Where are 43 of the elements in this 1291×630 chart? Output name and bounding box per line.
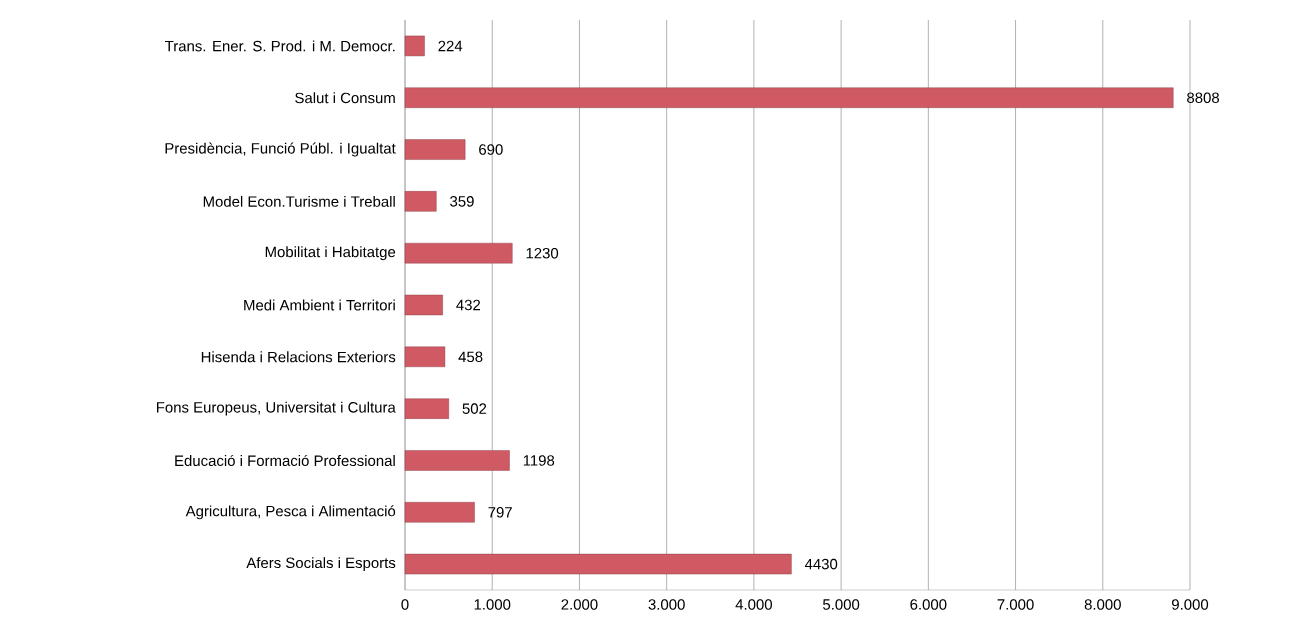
x-tick-label: 4.000: [735, 599, 772, 610]
bar: [404, 346, 446, 368]
y-tick-label: Model Econ.Turisme i Treball: [203, 195, 395, 207]
x-tick-label: 1.000: [474, 599, 511, 610]
x-tick-label: 7.000: [997, 599, 1034, 610]
data-label: 4430: [804, 558, 838, 570]
data-label: 8808: [1187, 92, 1220, 104]
data-label: 1198: [523, 455, 555, 466]
data-label: 797: [488, 506, 512, 518]
y-tick-label: Afers Socials i Esports: [246, 557, 396, 572]
data-label: 224: [438, 40, 463, 52]
x-tick-label: 5.000: [823, 599, 860, 610]
x-tick-label: 8.000: [1084, 599, 1121, 610]
x-tick-label: 9.000: [1172, 599, 1209, 610]
bar: [404, 139, 466, 160]
x-tick-label: 2.000: [561, 599, 598, 610]
bar: [404, 553, 792, 575]
y-tick-label: Agricultura, Pesca i Alimentació: [185, 505, 396, 520]
x-tick-label: 3.000: [648, 599, 685, 610]
bar: [404, 502, 475, 523]
data-label: 432: [456, 299, 481, 311]
bar: [404, 242, 513, 264]
y-tick-label: Mobilitat i Habitatge: [265, 246, 396, 261]
data-label: 502: [462, 403, 487, 414]
y-tick-label: Educació i Formació Professional: [175, 454, 395, 467]
data-label: 1230: [526, 247, 559, 259]
data-label: 458: [458, 351, 483, 363]
bar: [404, 87, 1174, 108]
y-tick-label: Hisenda i Relacions Exteriors: [201, 351, 396, 363]
bar: [404, 450, 510, 471]
y-tick-label: Presidència, Funció Públ. i Igualtat: [165, 142, 396, 157]
bar: [404, 35, 425, 57]
bar: [404, 191, 437, 212]
data-label: 359: [450, 196, 474, 207]
y-tick-label: Salut i Consum: [295, 92, 395, 104]
y-tick-label: Fons Europeus, Universitat i Cultura: [156, 401, 396, 416]
x-tick-label: 6.000: [910, 599, 947, 610]
y-tick-label: Medi Ambient i Territori: [244, 299, 395, 311]
x-tick-label: 0: [401, 599, 409, 610]
data-label: 690: [479, 144, 503, 155]
bar: [404, 398, 449, 419]
y-tick-label: Trans. Ener. S. Prod. i M. Democr.: [164, 40, 395, 52]
bar: [404, 294, 443, 316]
